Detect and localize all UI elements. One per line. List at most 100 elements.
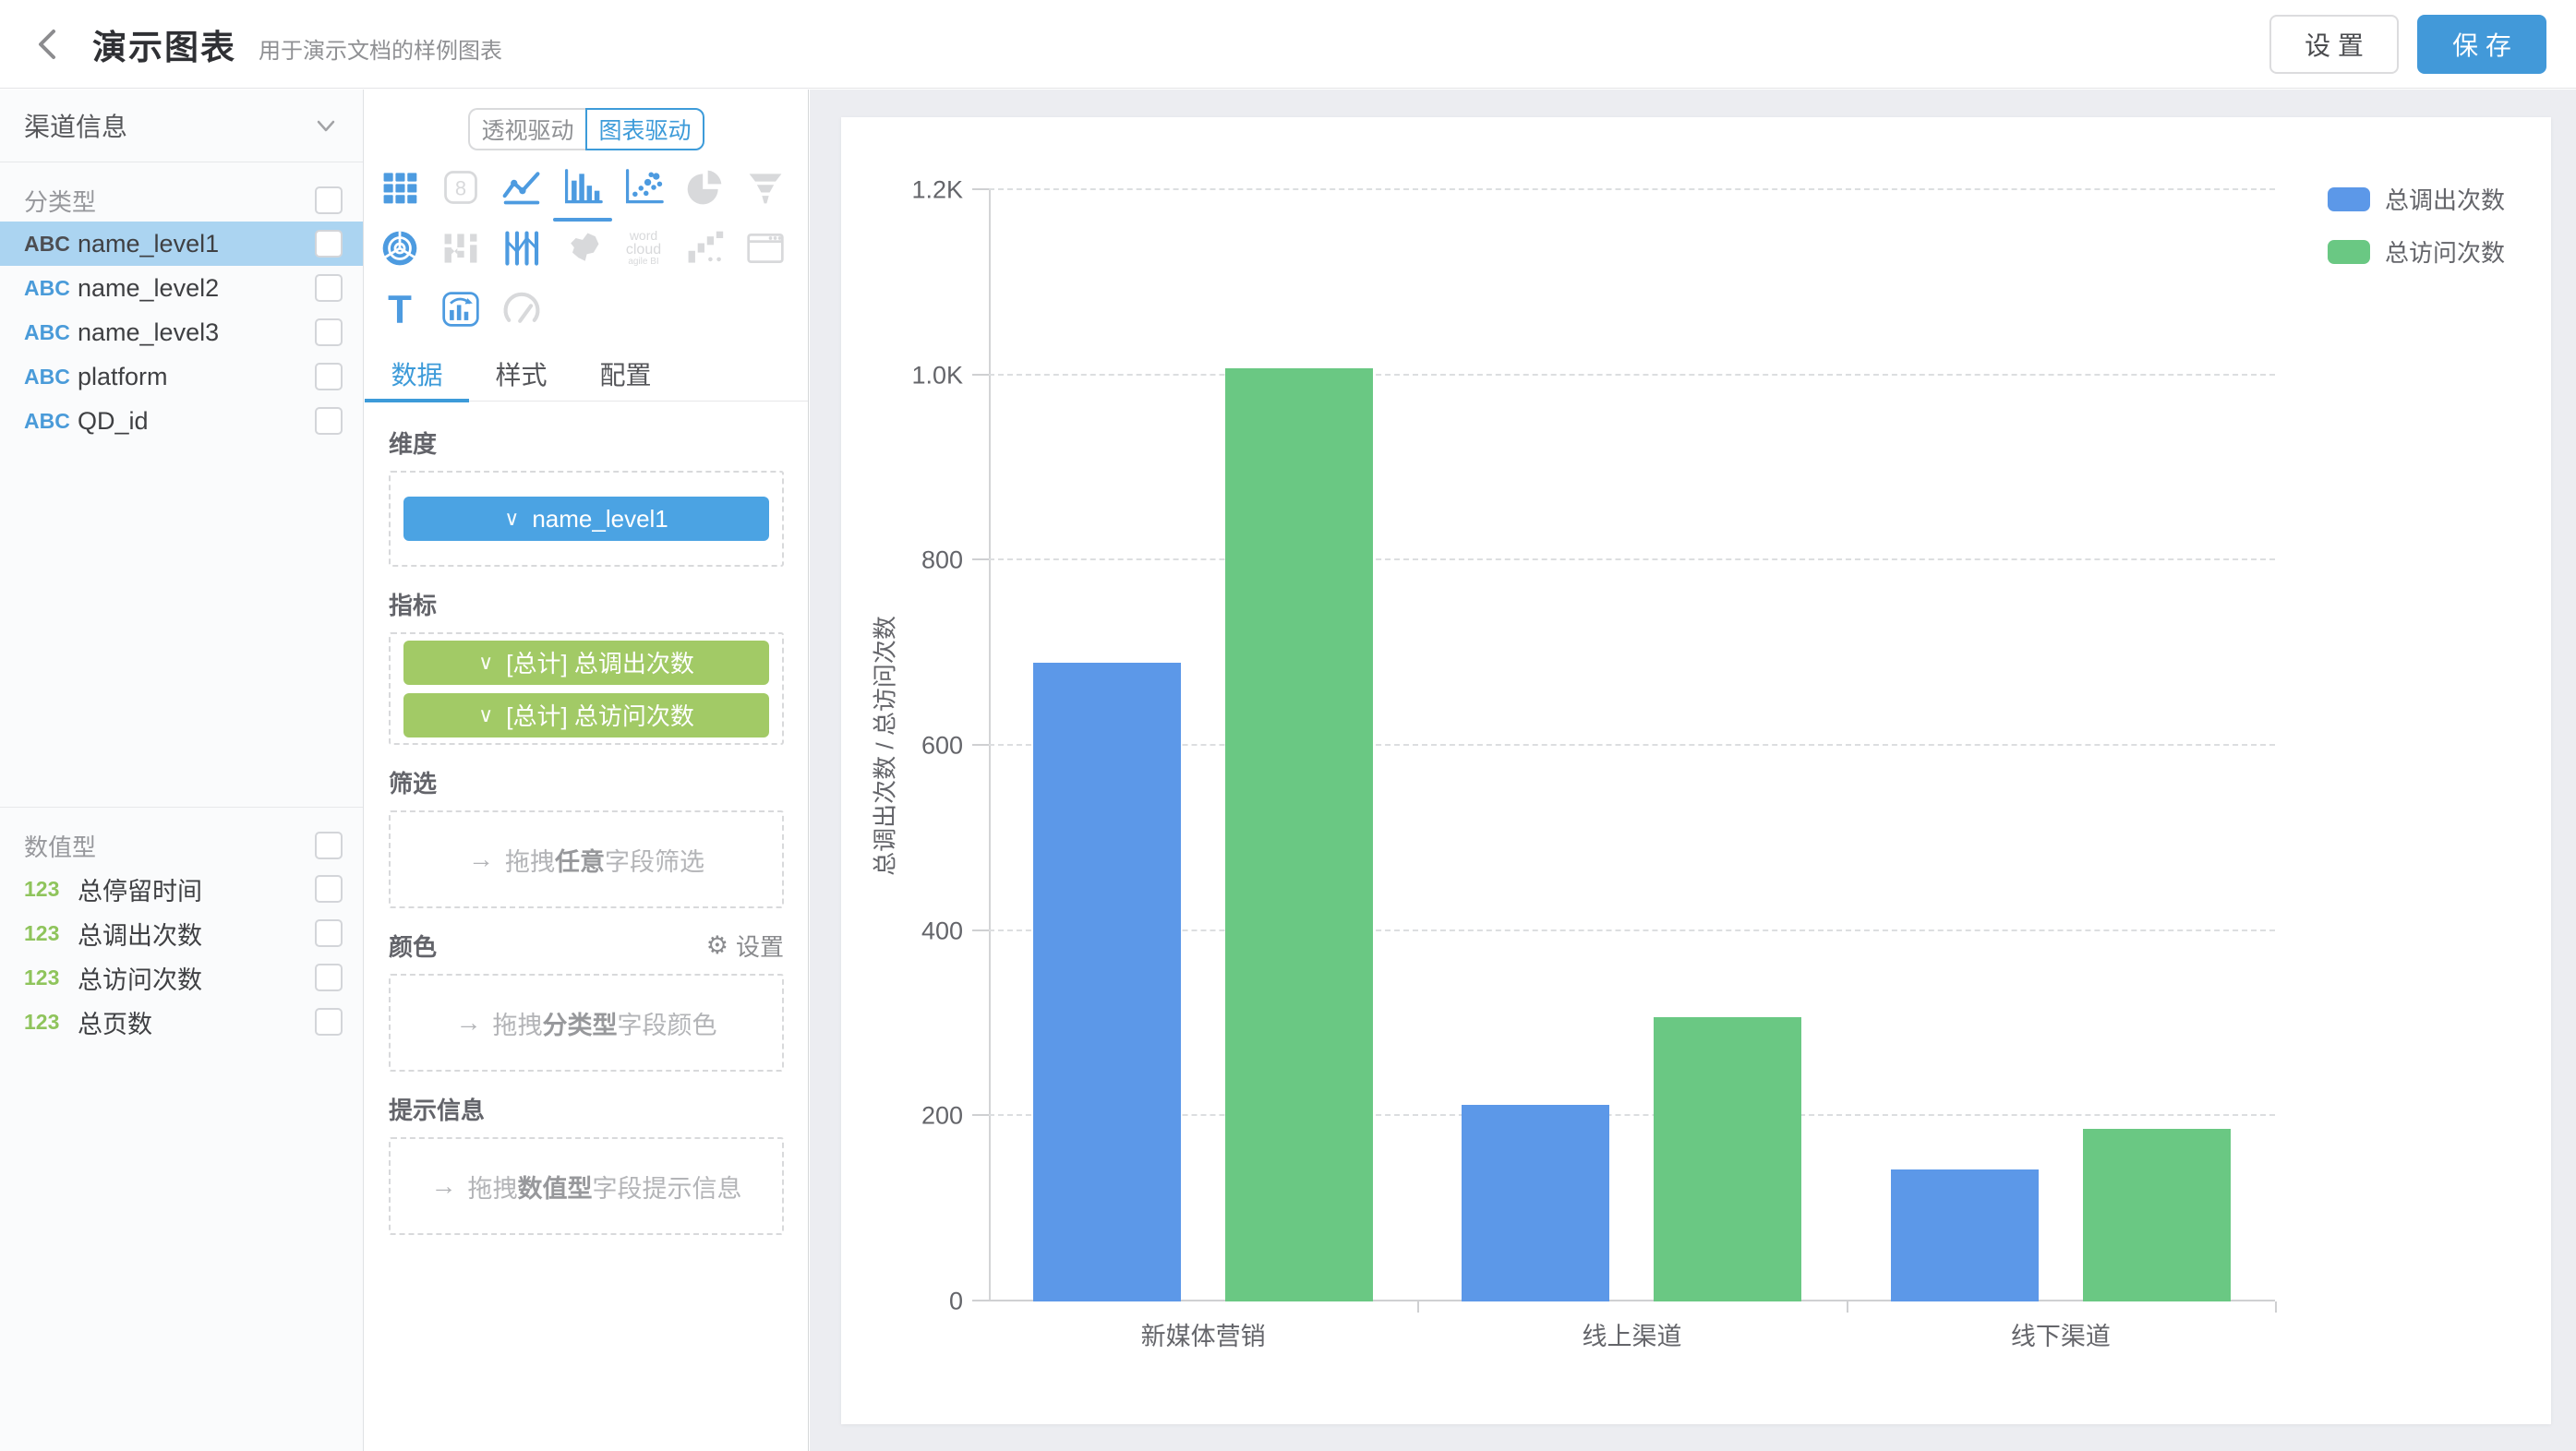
x-axis-line [989,1300,2275,1301]
bar[interactable] [1654,1016,1802,1301]
pie-chart-icon[interactable] [680,165,729,210]
field-type-label: ABC [24,231,70,256]
dual-axis-chart-icon[interactable] [436,287,486,331]
bar-chart-icon[interactable] [553,165,612,222]
field-name: name_level1 [78,229,220,258]
field-chip[interactable]: ∨ name_level1 [403,497,769,541]
back-button[interactable] [30,24,70,65]
chart-card: 总调出次数 总访问次数 总调出次数 / 总访问次数 0 200 400 600 800 1.… [841,117,2551,1424]
y-tick-label: 200 [921,1101,963,1130]
arrow-right-icon: → [430,1171,457,1200]
color-settings-button[interactable]: ⚙ 设置 [705,931,784,961]
field-row-总访问次数[interactable]: 123 总访问次数 [0,955,363,1000]
svg-text:T: T [388,289,412,330]
bar-group [1417,190,1846,1301]
waterfall-chart-icon[interactable] [680,226,729,270]
field-name: name_level2 [78,273,220,302]
field-name: 总停留时间 [78,877,202,905]
filter-drop-hint: → 拖拽任意字段筛选 [468,845,704,876]
wordcloud-chart-icon[interactable]: word cloud agile BI [625,228,662,268]
field-type-label: 123 [24,920,60,945]
iframe-chart-icon[interactable] [740,226,790,270]
bar[interactable] [1225,367,1374,1301]
bar[interactable] [1890,1169,2039,1301]
color-drop-zone[interactable]: → 拖拽分类型字段颜色 [389,974,784,1072]
y-tick-label: 600 [921,731,963,760]
toggle-pivot-driven[interactable]: 透视驱动 [468,108,585,150]
scorecard-icon[interactable]: 8 [436,165,486,210]
chip-label: [总计] 总调出次数 [506,650,694,678]
y-axis-tick [972,188,989,190]
x-axis-tick [1417,1301,1420,1313]
scatter-chart-icon[interactable] [619,165,668,210]
chip-label: [总计] 总访问次数 [506,702,694,730]
numeric-select-all-checkbox[interactable] [315,832,343,859]
y-tick-label: 1.2K [911,175,963,204]
field-checkbox[interactable] [315,919,343,947]
mode-toggle: 透视驱动 图表驱动 [468,108,704,150]
field-checkbox[interactable] [315,274,343,302]
field-name: QD_id [78,406,149,435]
bar[interactable] [1033,662,1182,1301]
chip-label: name_level1 [532,504,668,533]
y-tick-label: 0 [948,1287,963,1315]
map-chart-icon[interactable] [558,226,608,270]
x-tick-label: 线上渠道 [1582,1323,1682,1350]
bar[interactable] [2082,1129,2231,1301]
field-row-name_level1[interactable]: ABC name_level1 [0,222,363,266]
field-name: platform [78,362,168,390]
field-sidebar: 渠道信息 分类型 ABC name_level1 ABC name_level2 ABC… [0,90,364,1451]
settings-button[interactable]: 设 置 [2269,14,2399,74]
data-sections: 维度 ∨ name_level1 指标 ∨ [总计] 总调出次数 ∨ [总计] 总访问次… [365,402,808,1235]
field-name: 总调出次数 [78,921,202,950]
gauge-chart-icon[interactable] [497,287,547,331]
field-row-总停留时间[interactable]: 123 总停留时间 [0,867,363,911]
parallel-chart-icon[interactable] [497,226,547,270]
tab-config[interactable]: 配置 [599,360,652,390]
sankey-chart-icon[interactable] [436,226,486,270]
chevron-down-icon [317,120,335,132]
field-checkbox[interactable] [315,363,343,390]
gear-icon: ⚙ [705,931,728,960]
save-button[interactable]: 保 存 [2417,14,2546,74]
field-row-总调出次数[interactable]: 123 总调出次数 [0,911,363,955]
legend-item[interactable]: 总调出次数 [2327,182,2505,216]
field-row-QD_id[interactable]: ABC QD_id [0,399,363,443]
field-checkbox[interactable] [315,875,343,903]
dimension-label: 维度 [389,430,438,458]
sidebar-divider [0,807,363,808]
data-source-name: 渠道信息 [24,113,128,141]
field-chip[interactable]: ∨ [总计] 总调出次数 [403,640,769,685]
field-checkbox[interactable] [315,1008,343,1036]
field-checkbox[interactable] [315,318,343,346]
field-row-name_level2[interactable]: ABC name_level2 [0,266,363,310]
field-checkbox[interactable] [315,964,343,991]
legend-item[interactable]: 总访问次数 [2327,234,2505,269]
field-type-label: 123 [24,965,60,989]
dimension-drop-zone[interactable]: ∨ name_level1 [389,471,784,567]
tab-data[interactable]: 数据 [365,346,469,402]
radar-chart-icon[interactable] [375,226,425,270]
tab-style[interactable]: 样式 [495,360,548,390]
filter-drop-zone[interactable]: → 拖拽任意字段筛选 [389,810,784,908]
line-chart-icon[interactable] [497,165,547,210]
bar[interactable] [1462,1105,1610,1301]
metric-drop-zone[interactable]: ∨ [总计] 总调出次数 ∨ [总计] 总访问次数 [389,632,784,745]
field-row-总页数[interactable]: 123 总页数 [0,1000,363,1044]
field-chip[interactable]: ∨ [总计] 总访问次数 [403,692,769,737]
field-checkbox[interactable] [315,230,343,258]
x-axis-tick [2275,1301,2277,1313]
text-chart-icon[interactable]: T [375,287,425,331]
toggle-chart-driven[interactable]: 图表驱动 [585,108,704,150]
data-source-selector[interactable]: 渠道信息 [0,90,363,162]
table-chart-icon[interactable] [375,165,425,210]
tooltip-drop-zone[interactable]: → 拖拽数值型字段提示信息 [389,1137,784,1235]
field-row-platform[interactable]: ABC platform [0,354,363,399]
field-row-name_level3[interactable]: ABC name_level3 [0,310,363,354]
gridline [989,188,2275,190]
funnel-chart-icon[interactable] [740,165,790,210]
categorical-select-all-checkbox[interactable] [315,186,343,214]
chevron-down-icon: ∨ [478,650,494,674]
field-checkbox[interactable] [315,407,343,435]
